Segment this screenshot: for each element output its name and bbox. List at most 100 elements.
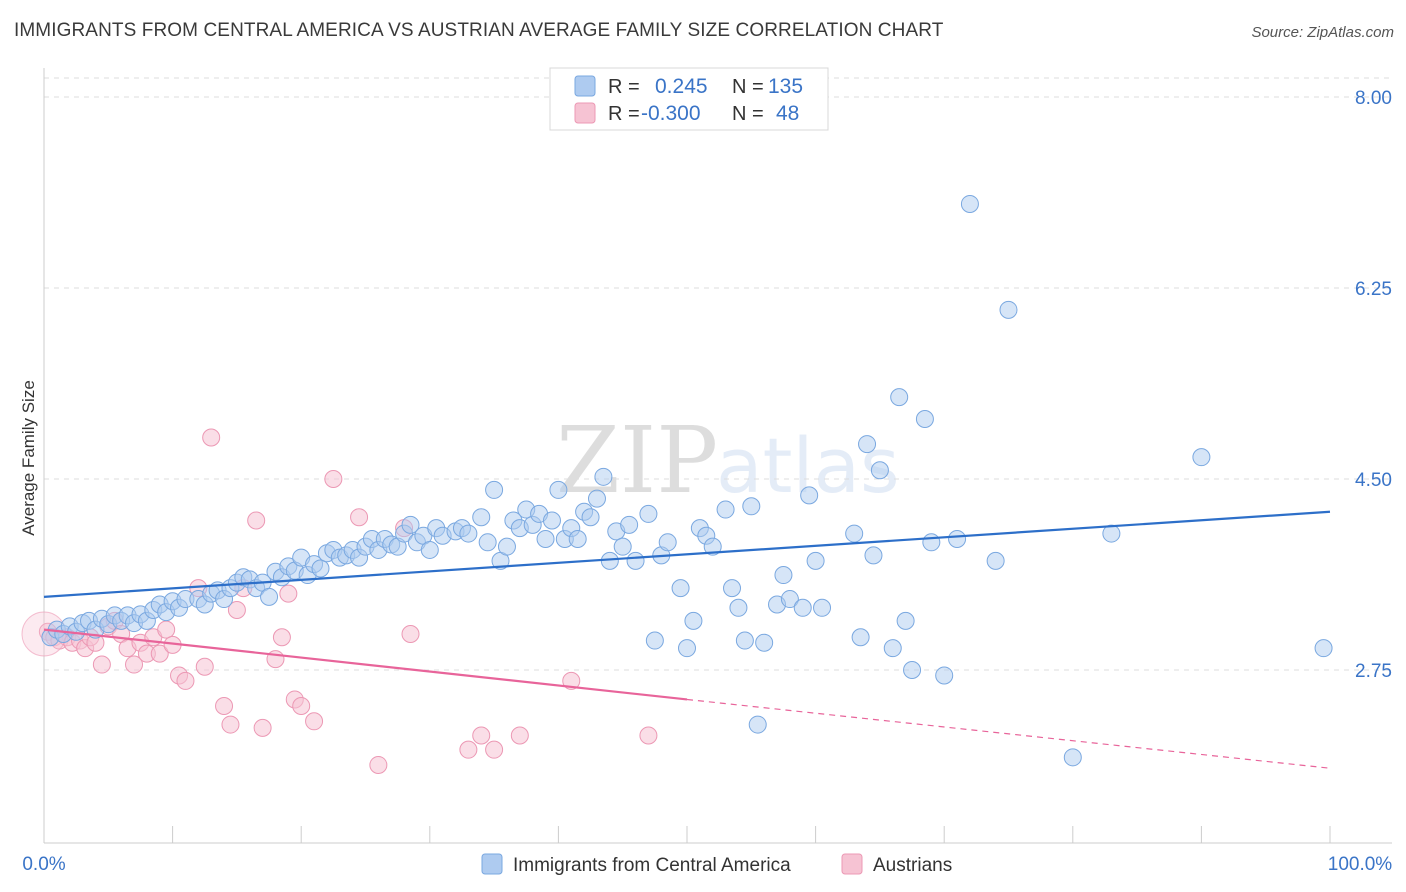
austrians-point [279, 584, 298, 603]
central-america-point [401, 515, 420, 534]
stats-r-label-blue: R = [608, 76, 640, 98]
stats-n-label-pink: N = [732, 103, 764, 125]
central-america-point [755, 633, 774, 652]
austrians-point [350, 508, 369, 527]
stats-n-value-pink: 48 [776, 102, 799, 125]
central-america-point [986, 551, 1005, 570]
central-america-point [497, 537, 516, 556]
stats-r-value-pink: -0.300 [641, 102, 701, 125]
central-america-point [658, 533, 677, 552]
austrians-point [227, 600, 246, 619]
central-america-point [890, 388, 909, 407]
central-america-point [311, 559, 330, 578]
austrians-point [639, 726, 658, 745]
stats-swatch-blue [574, 75, 596, 97]
austrians-trend-line-extension [686, 698, 1331, 769]
bottom-legend: Immigrants from Central America Austrian… [481, 853, 952, 876]
central-america-point [870, 461, 889, 480]
central-america-point [613, 537, 632, 556]
central-america-point [806, 551, 825, 570]
austrians-point [305, 712, 324, 731]
stats-legend-box: R = 0.245 N = 135 R = -0.300 N = 48 [549, 67, 829, 131]
austrians-point [472, 726, 491, 745]
austrians-point [195, 657, 214, 676]
central-america-point [1102, 524, 1121, 543]
central-america-point [813, 598, 832, 617]
austrians-point [202, 428, 221, 447]
central-america-point [568, 530, 587, 549]
legend-label-central-america: Immigrants from Central America [513, 855, 791, 876]
legend-swatch-austrians [841, 853, 863, 875]
austrians-point [176, 671, 195, 690]
central-america-point [536, 530, 555, 549]
central-america-point [678, 639, 696, 658]
stats-box-frame [549, 67, 829, 131]
watermark-zip: ZIP [556, 407, 718, 514]
central-america-point [742, 497, 761, 516]
central-america-point [903, 661, 922, 679]
y-axis-tick-labels: 2.75 4.50 6.25 8.00 [1355, 88, 1392, 682]
austrians-point [150, 644, 169, 663]
central-america-point [420, 540, 439, 559]
central-america-point [581, 508, 600, 527]
central-america-point [999, 300, 1018, 319]
central-america-point [800, 486, 819, 505]
central-america-point [626, 551, 645, 570]
central-america-point [845, 524, 864, 543]
central-america-point [542, 511, 561, 530]
austrians-point [215, 697, 234, 716]
central-america-point [459, 524, 478, 543]
austrians-trend-line [43, 628, 688, 701]
austrians-point [272, 628, 291, 647]
stats-r-value-blue: 0.245 [655, 75, 708, 98]
x-axis-ticks [43, 826, 1331, 843]
central-america-point [896, 611, 915, 630]
y-axis-label: Average Family Size [19, 380, 38, 536]
central-america-point [948, 530, 967, 549]
austrians-point [253, 718, 272, 737]
x-tick-label-max: 100.0% [1328, 854, 1393, 875]
central-america-point [780, 590, 799, 609]
central-america-point [1192, 448, 1211, 467]
central-america-point [478, 533, 497, 552]
central-america-point [935, 666, 954, 685]
austrians-point [92, 655, 111, 674]
central-america-point [793, 598, 812, 617]
central-america-point [729, 598, 748, 617]
central-america-point [1063, 748, 1082, 767]
central-america-point [620, 515, 639, 534]
watermark: ZIP atlas [556, 407, 900, 514]
y-tick-label: 2.75 [1355, 661, 1392, 682]
austrians-point [125, 655, 144, 674]
central-america-point [883, 639, 902, 658]
stats-n-value-blue: 135 [768, 75, 803, 98]
austrians-point [459, 740, 478, 759]
central-america-point [735, 631, 754, 650]
legend-swatch-central-america [481, 853, 503, 875]
trend-lines [43, 510, 1331, 769]
central-america-point [915, 409, 934, 428]
central-america-point [671, 579, 690, 598]
austrians-point [247, 511, 266, 530]
central-america-point [703, 537, 722, 556]
austrians-point [510, 726, 529, 745]
central-america-point [922, 533, 941, 552]
austrians-point [369, 755, 388, 774]
central-america-point [723, 579, 742, 598]
austrians-point [562, 671, 581, 690]
stats-swatch-pink [574, 102, 596, 124]
austrians-point [157, 620, 176, 639]
source-label: Source: ZipAtlas.com [1251, 24, 1394, 41]
austrians-point [221, 715, 240, 734]
central-america-point [594, 467, 613, 486]
central-america-point [639, 504, 658, 523]
central-america-point [864, 546, 883, 565]
central-america-point [684, 611, 703, 630]
x-tick-label-min: 0.0% [22, 854, 65, 875]
central-america-point [858, 435, 877, 454]
austrians-point [401, 624, 420, 643]
y-tick-label: 6.25 [1355, 279, 1392, 300]
central-america-point [774, 566, 793, 585]
austrians-point [292, 697, 311, 716]
